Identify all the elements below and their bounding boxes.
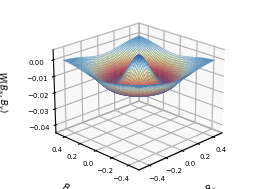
Y-axis label: $B_y$: $B_y$: [59, 181, 76, 189]
X-axis label: $B_x$: $B_x$: [203, 181, 219, 189]
